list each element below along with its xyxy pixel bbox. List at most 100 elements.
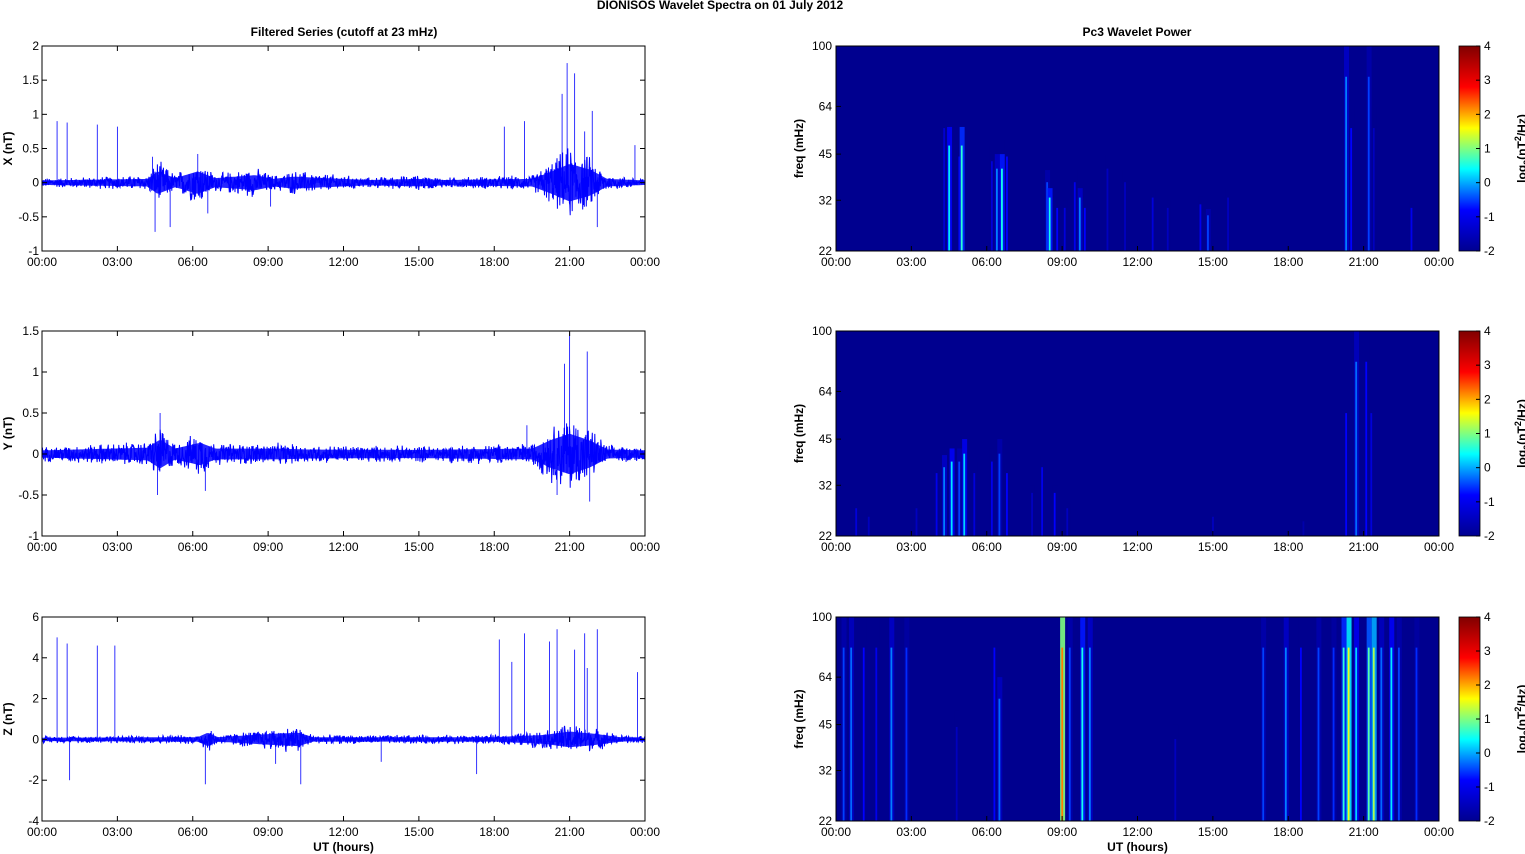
y-tick-label: 1.5 <box>22 324 39 338</box>
power-streak <box>1380 647 1383 821</box>
x-tick-label: 15:00 <box>404 825 434 839</box>
y-axis-label: freq (mHz) <box>792 689 806 748</box>
y-tick-label: 4 <box>32 651 39 665</box>
x-tick-label: 15:00 <box>1198 255 1228 269</box>
colorbar-tick-label: 0 <box>1484 176 1491 190</box>
power-streak <box>1151 197 1154 251</box>
y-tick-label: 64 <box>819 99 833 113</box>
power-streak <box>1046 182 1049 251</box>
power-streak <box>1342 647 1345 821</box>
x-tick-label: 00:00 <box>630 255 660 269</box>
colorbar-tick-label: 3 <box>1484 644 1491 658</box>
colorbar-tick-label: 3 <box>1484 358 1491 372</box>
colorbar-tick-label: -1 <box>1484 210 1495 224</box>
x-tick-label: 00:00 <box>630 825 660 839</box>
x-tick-label: 18:00 <box>479 255 509 269</box>
power-streak <box>855 508 858 536</box>
x-tick-label: 21:00 <box>555 825 585 839</box>
x-tick-label: 12:00 <box>328 255 358 269</box>
series-band <box>42 434 645 474</box>
series-band <box>42 731 645 748</box>
colorbar-tick-label: -1 <box>1484 495 1495 509</box>
y-tick-label: 100 <box>812 39 832 53</box>
power-streak <box>1006 156 1008 251</box>
power-streak <box>1174 739 1177 821</box>
power-streak <box>1355 647 1358 821</box>
power-streak <box>1001 168 1003 251</box>
spectrum-area <box>836 617 1439 821</box>
y-tick-label: 100 <box>812 610 832 624</box>
x-tick-label: 00:00 <box>821 255 851 269</box>
colorbar-tick-label: 4 <box>1484 324 1491 338</box>
power-streak <box>915 508 918 536</box>
x-tick-label: 12:00 <box>1122 825 1152 839</box>
x-tick-label: 00:00 <box>821 825 851 839</box>
panel-left-x: -1 -0.5 0 0.5 1 1.5 2 00:00 03:00 06:00 09:00 12:00… <box>1 39 660 269</box>
x-tick-label: 09:00 <box>253 825 283 839</box>
x-tick-label: 09:00 <box>1047 255 1077 269</box>
power-streak <box>1370 413 1373 536</box>
x-tick-label: 00:00 <box>27 825 57 839</box>
y-axis-label: X (nT) <box>1 132 15 166</box>
power-streak <box>943 128 946 251</box>
power-streak <box>1078 197 1081 251</box>
x-tick-label: 15:00 <box>1198 825 1228 839</box>
power-streak <box>993 647 996 821</box>
power-streak <box>1207 215 1209 251</box>
y-axis-label: Z (nT) <box>1 702 15 735</box>
y-tick-label: 0 <box>32 732 39 746</box>
x-tick-label: 06:00 <box>178 825 208 839</box>
power-streak <box>1317 647 1320 821</box>
x-tick-label: 21:00 <box>555 255 585 269</box>
y-tick-label: 0.5 <box>22 142 39 156</box>
x-tick-label: 03:00 <box>102 255 132 269</box>
power-streak <box>1347 647 1350 821</box>
y-tick-label: -1 <box>28 244 39 258</box>
panel-right-x: 22 32 45 64 100 -2 -1 0 1 2 3 4 log2(nT2/Hz) 00:00 03:… <box>792 39 1525 269</box>
power-streak <box>973 473 976 536</box>
colorbar-tick-label: 4 <box>1484 610 1491 624</box>
y-tick-label: 1 <box>32 365 39 379</box>
y-tick-label: 6 <box>32 610 39 624</box>
figure-suptitle: DIONISOS Wavelet Spectra on 01 July 2012 <box>597 0 844 12</box>
power-streak <box>1066 508 1069 536</box>
power-streak <box>1124 182 1126 251</box>
power-streak <box>1355 361 1358 536</box>
y-tick-label: 1.5 <box>22 73 39 87</box>
y-axis-label: freq (mHz) <box>792 404 806 463</box>
y-tick-label: 64 <box>819 670 833 684</box>
spectrum-area <box>836 46 1439 251</box>
colorbar-tick-label: 0 <box>1484 461 1491 475</box>
y-tick-label: 64 <box>819 384 833 398</box>
colorbar-tick-label: -2 <box>1484 814 1495 828</box>
y-tick-label: 32 <box>819 764 833 778</box>
x-tick-label: 18:00 <box>1273 540 1303 554</box>
x-tick-label: 21:00 <box>1349 825 1379 839</box>
power-streak <box>842 647 845 821</box>
power-streak <box>1372 128 1375 251</box>
x-tick-label: 00:00 <box>1424 540 1454 554</box>
x-tick-label: 18:00 <box>1273 255 1303 269</box>
power-streak <box>1227 197 1229 251</box>
power-streak <box>1284 647 1287 821</box>
power-streak <box>1041 467 1044 536</box>
power-streak <box>1068 647 1071 821</box>
y-tick-label: 0.5 <box>22 406 39 420</box>
colorbar-tick-label: 1 <box>1484 712 1491 726</box>
power-streak <box>1106 168 1109 251</box>
x-tick-label: 12:00 <box>328 825 358 839</box>
power-streak <box>998 453 1001 536</box>
power-streak <box>1367 76 1370 251</box>
left-column-title: Filtered Series (cutoff at 23 mHz) <box>251 25 438 39</box>
power-streak <box>943 467 946 536</box>
colorbar-tick-label: 3 <box>1484 73 1491 87</box>
y-tick-label: 22 <box>819 244 833 258</box>
x-tick-label: 18:00 <box>479 825 509 839</box>
y-tick-label: -2 <box>28 773 39 787</box>
y-tick-label: 22 <box>819 529 833 543</box>
x-tick-label: 00:00 <box>821 540 851 554</box>
x-tick-label: 03:00 <box>102 825 132 839</box>
power-streak <box>1345 413 1348 536</box>
power-streak <box>875 647 878 821</box>
